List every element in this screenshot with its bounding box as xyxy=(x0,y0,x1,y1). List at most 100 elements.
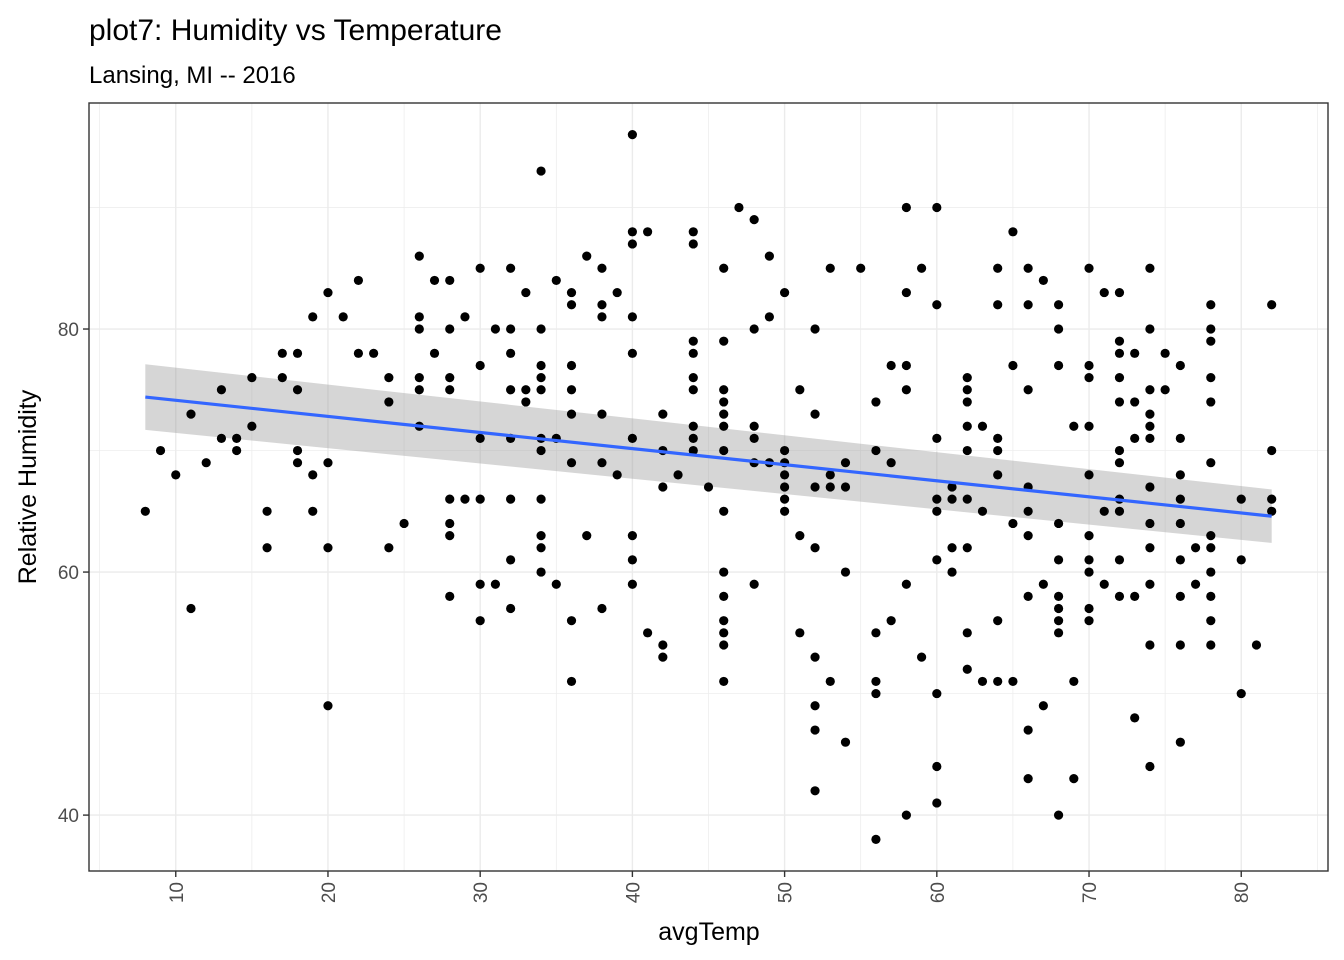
data-point xyxy=(871,628,881,638)
data-point xyxy=(901,579,911,589)
x-tick-label: 60 xyxy=(928,882,949,903)
data-point xyxy=(475,433,485,443)
data-point xyxy=(1190,579,1201,589)
data-point xyxy=(323,287,333,298)
x-tick-label: 40 xyxy=(623,882,644,903)
data-point xyxy=(719,385,729,395)
data-point xyxy=(521,397,531,407)
data-point xyxy=(277,348,287,358)
data-point xyxy=(1206,300,1216,310)
data-point xyxy=(1023,263,1033,273)
data-point xyxy=(1084,373,1094,383)
data-point xyxy=(780,287,790,298)
data-point xyxy=(536,567,546,577)
data-point xyxy=(1251,640,1262,650)
data-point xyxy=(338,312,348,322)
data-point xyxy=(551,275,561,286)
data-point xyxy=(1084,567,1094,577)
data-point xyxy=(506,603,516,614)
data-point xyxy=(582,531,592,541)
data-point xyxy=(780,506,790,516)
trend-line xyxy=(145,395,1272,518)
data-point xyxy=(901,385,911,395)
y-axis-title: Relative Humidity xyxy=(14,389,42,584)
data-point xyxy=(1175,591,1185,601)
data-point xyxy=(719,421,729,431)
data-point xyxy=(1175,555,1185,565)
data-point xyxy=(597,603,607,614)
data-point xyxy=(1145,421,1155,431)
data-point xyxy=(612,287,622,298)
data-point xyxy=(445,518,455,529)
data-point xyxy=(566,676,577,687)
data-point xyxy=(901,287,911,298)
data-point xyxy=(1099,579,1109,589)
data-point xyxy=(1038,701,1048,711)
data-point xyxy=(643,628,653,638)
data-point xyxy=(871,676,881,687)
data-point xyxy=(810,324,820,334)
data-point xyxy=(1145,543,1155,553)
data-point xyxy=(1099,287,1109,298)
data-point xyxy=(1160,385,1170,395)
data-point xyxy=(658,409,668,419)
data-point xyxy=(429,348,440,358)
data-point xyxy=(627,433,637,443)
data-point xyxy=(445,591,455,601)
data-point xyxy=(886,458,896,468)
data-point xyxy=(201,458,211,468)
data-point xyxy=(445,275,455,286)
data-point xyxy=(292,458,303,468)
data-point xyxy=(734,202,744,213)
data-point xyxy=(399,518,409,529)
data-point xyxy=(551,579,561,589)
data-point xyxy=(1145,482,1155,492)
data-point xyxy=(1236,494,1246,504)
data-point xyxy=(460,494,470,504)
data-point xyxy=(932,798,942,808)
data-point xyxy=(1145,579,1155,589)
data-point xyxy=(536,324,546,334)
data-point xyxy=(749,324,759,334)
data-point xyxy=(749,433,759,443)
data-point xyxy=(1008,360,1018,371)
data-point xyxy=(627,555,637,565)
data-point xyxy=(216,433,227,443)
data-point xyxy=(993,300,1003,310)
data-point xyxy=(1145,385,1155,395)
data-point xyxy=(475,579,485,589)
data-point xyxy=(1206,458,1216,468)
data-point xyxy=(566,287,577,298)
data-point xyxy=(460,312,470,322)
data-point xyxy=(1114,373,1125,383)
x-tick-label: 10 xyxy=(167,882,188,903)
data-point xyxy=(1267,300,1277,310)
data-point xyxy=(566,300,577,310)
data-point xyxy=(932,761,942,772)
data-point xyxy=(1084,603,1094,614)
data-point xyxy=(1114,397,1125,407)
data-point xyxy=(536,360,546,371)
data-point xyxy=(993,676,1003,687)
data-point xyxy=(536,494,546,504)
data-point xyxy=(719,591,729,601)
data-point xyxy=(993,433,1003,443)
data-point xyxy=(1084,616,1094,626)
data-point xyxy=(429,275,440,286)
data-point xyxy=(871,834,881,845)
data-point xyxy=(627,312,637,322)
data-point xyxy=(566,616,577,626)
data-point xyxy=(597,312,607,322)
data-point xyxy=(140,506,150,516)
data-points xyxy=(140,129,1277,845)
data-point xyxy=(536,531,546,541)
data-point xyxy=(1084,531,1094,541)
x-tick-label: 20 xyxy=(319,882,340,903)
y-tick-label: 40 xyxy=(58,806,79,827)
data-point xyxy=(962,397,972,407)
data-point xyxy=(1175,737,1185,747)
data-point xyxy=(475,360,485,371)
data-point xyxy=(627,531,637,541)
data-point xyxy=(1114,287,1125,298)
